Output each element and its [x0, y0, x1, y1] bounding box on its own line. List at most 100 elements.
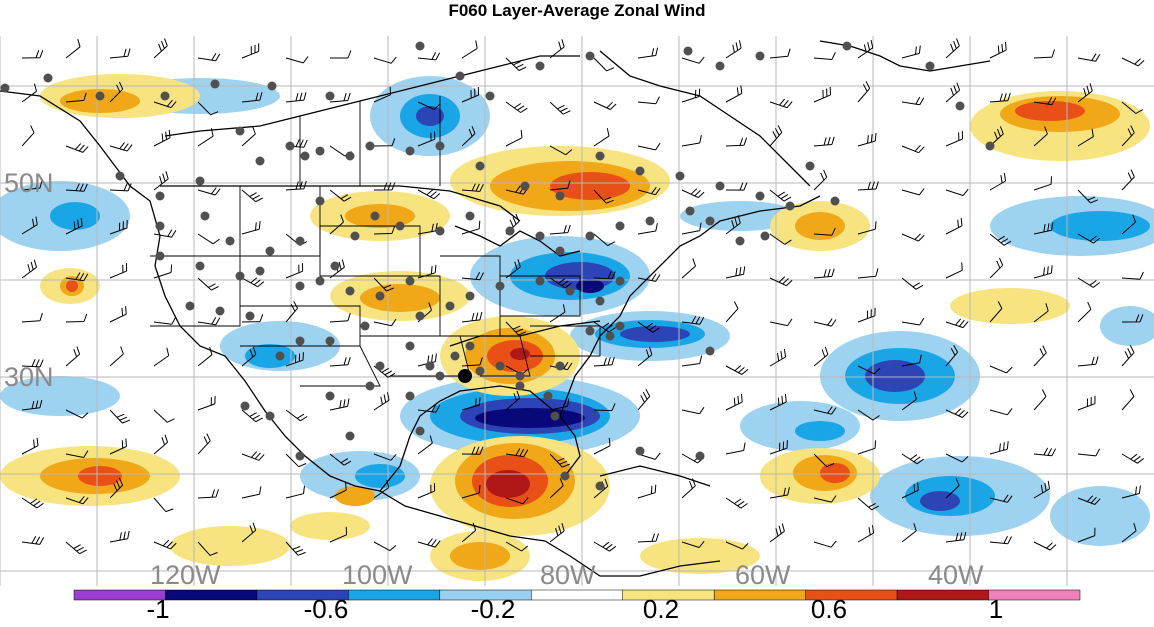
- wind-barb: [285, 92, 307, 103]
- station-marker: [275, 351, 285, 361]
- station-marker: [445, 301, 455, 311]
- wind-barb: [813, 406, 837, 415]
- wind-barb: [21, 216, 38, 235]
- station-marker: [240, 401, 250, 411]
- wind-barb: [417, 52, 441, 61]
- station-marker: [520, 181, 530, 191]
- wind-barb: [1121, 57, 1145, 67]
- wind-barb: [109, 409, 130, 424]
- wind-barb: [593, 437, 611, 455]
- station-marker: [565, 286, 575, 296]
- wind-barb: [153, 434, 169, 455]
- station-marker: [155, 191, 165, 201]
- wind-barb: [549, 39, 565, 59]
- wind-barb: [681, 406, 705, 415]
- wind-barb: [1121, 453, 1145, 464]
- wind-barb: [65, 313, 88, 323]
- wind-barb: [1121, 345, 1135, 367]
- wind-barb: [769, 349, 787, 367]
- wind-barb: [901, 317, 925, 326]
- wind-barb: [109, 183, 132, 192]
- station-marker: [465, 211, 475, 221]
- wind-barb: [593, 403, 616, 412]
- wind-barb: [197, 489, 219, 499]
- wind-barb: [1077, 495, 1101, 505]
- wind-barb: [857, 81, 871, 103]
- colorbar-label-neg06: -0.6: [304, 594, 349, 622]
- station-marker: [160, 91, 170, 101]
- station-marker: [535, 231, 545, 241]
- wind-barb: [373, 138, 396, 147]
- station-marker: [515, 381, 525, 391]
- wind-barb: [857, 181, 879, 191]
- station-marker: [535, 276, 545, 286]
- wind-barb: [989, 301, 1003, 323]
- wind-barb: [725, 137, 748, 147]
- wind-barb: [1077, 233, 1101, 244]
- station-marker: [360, 321, 370, 331]
- wind-barb: [461, 397, 481, 411]
- wind-barb: [109, 346, 124, 367]
- station-marker: [185, 301, 195, 311]
- wind-barb: [373, 86, 391, 103]
- station-marker: [555, 246, 565, 256]
- wind-barb: [329, 453, 352, 466]
- wind-barb: [769, 440, 788, 455]
- colorbar-swatch: [348, 589, 441, 601]
- station-marker: [465, 291, 475, 301]
- wind-barb: [1033, 176, 1052, 191]
- wind-barb: [1121, 314, 1144, 323]
- station-marker: [645, 216, 655, 226]
- station-marker: [415, 426, 425, 436]
- wind-barb: [549, 180, 571, 191]
- station-marker: [435, 141, 445, 151]
- wind-barb: [901, 523, 917, 543]
- station-marker: [450, 351, 460, 361]
- station-marker: [615, 276, 625, 286]
- station-marker: [760, 231, 770, 241]
- station-marker: [555, 361, 565, 371]
- wind-barb: [21, 536, 45, 545]
- wind-barb: [813, 346, 829, 367]
- wind-barb: [681, 478, 696, 499]
- wind-barb: [681, 88, 701, 103]
- station-marker: [535, 61, 545, 71]
- station-marker: [550, 411, 560, 421]
- wind-barb: [1077, 448, 1101, 457]
- colorbar-swatch: [896, 589, 989, 601]
- wind-barb: [813, 495, 837, 503]
- wind-barb: [1033, 96, 1057, 106]
- wind-barb: [637, 346, 653, 367]
- wind-barb: [197, 316, 221, 326]
- colorbar-svg: -1 -0.6 -0.2 0.2 0.6 1: [73, 589, 1081, 624]
- wind-barb: [813, 136, 835, 147]
- wind-barb: [373, 277, 395, 292]
- station-marker: [705, 346, 715, 356]
- wind-barb: [1077, 189, 1099, 204]
- wind-barb: [109, 48, 131, 59]
- wind-barb: [857, 132, 877, 147]
- zonal-wind-map: 120W 100W 80W 60W 40W 50N 30N: [0, 36, 1154, 586]
- wind-barb: [1121, 101, 1144, 114]
- wind-barb: [241, 451, 265, 461]
- wind-barb: [285, 56, 309, 64]
- station-marker: [555, 191, 565, 201]
- wind-barb: [813, 268, 835, 279]
- wind-barb: [637, 142, 661, 151]
- wind-barb: [241, 346, 257, 367]
- wind-barb: [461, 183, 484, 192]
- wind-barb: [945, 318, 969, 329]
- station-marker: [735, 236, 745, 246]
- wind-barb: [505, 390, 521, 411]
- wind-barb: [593, 233, 616, 247]
- wind-barb: [901, 144, 925, 154]
- wind-barb: [65, 409, 89, 419]
- wind-barb: [329, 526, 347, 543]
- wind-barb: [285, 485, 305, 499]
- station-marker: [345, 431, 355, 441]
- station-marker: [235, 271, 245, 281]
- station-marker: [255, 266, 265, 276]
- wind-barb: [637, 47, 659, 59]
- wind-barb: [285, 453, 307, 468]
- wind-barb: [593, 101, 617, 110]
